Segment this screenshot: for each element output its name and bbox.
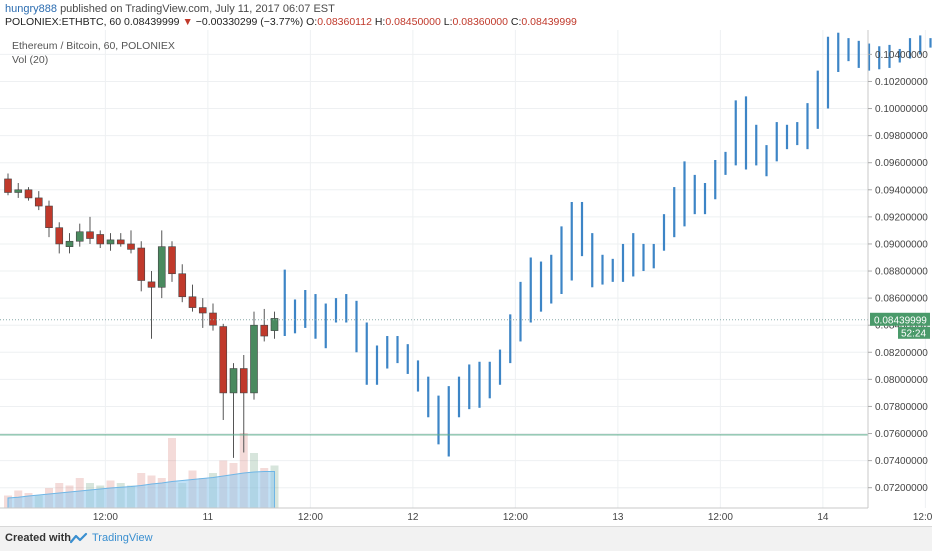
candle-body: [65, 240, 74, 247]
candle-body: [34, 197, 43, 207]
candle-body: [96, 234, 105, 245]
ohlc-info: POLONIEX:ETHBTC, 60 0.08439999 ▼ −0.0033…: [5, 16, 577, 28]
x-tick-label: 12:00: [298, 512, 323, 523]
candle-body: [147, 281, 156, 288]
author-link[interactable]: hungry888: [5, 3, 57, 15]
y-tick-label: 0.07600000: [875, 429, 928, 440]
published-text: published on TradingView.com, July 11, 2…: [60, 3, 335, 15]
footer: Created with TradingView: [0, 526, 932, 551]
x-tick-label: 13: [612, 512, 624, 523]
y-tick-label: 0.07800000: [875, 402, 928, 413]
price-change: −0.00330299 (−3.77%): [195, 16, 304, 28]
created-with-label: Created with: [5, 532, 72, 544]
y-tick-label: 0.08200000: [875, 348, 928, 359]
candle-body: [14, 189, 23, 193]
x-tick-label: 12: [407, 512, 419, 523]
y-tick-label: 0.10000000: [875, 104, 928, 115]
y-tick-label: 0.09200000: [875, 212, 928, 223]
current-price-label: 0.08439999: [874, 315, 927, 326]
candle-body: [219, 326, 228, 394]
candle-body: [116, 239, 125, 245]
volume-ma-area: [7, 471, 275, 509]
down-arrow-icon: ▼: [182, 16, 193, 28]
y-tick-label: 0.09800000: [875, 131, 928, 142]
candle-body: [178, 273, 187, 298]
tradingview-logo-icon[interactable]: [70, 532, 88, 544]
volume-legend: Vol (20): [12, 54, 49, 66]
candle-body: [239, 368, 248, 394]
symbol-label: POLONIEX:ETHBTC, 60: [5, 16, 122, 28]
candle-body: [127, 243, 135, 250]
high-label: H:: [374, 16, 386, 28]
candle-body: [75, 231, 84, 242]
candle-body: [188, 296, 197, 308]
y-tick-label: 0.08800000: [875, 267, 928, 278]
low-label: L:: [443, 16, 453, 28]
x-tick-label: 12:00: [913, 512, 932, 523]
countdown-label: 52:24: [901, 328, 926, 339]
low-value: 0.08360000: [452, 16, 508, 28]
close-label: C:: [510, 16, 522, 28]
chart-area[interactable]: 0.07200000 0.07400000 0.07600000 0.07800000…: [0, 30, 932, 526]
publish-info: hungry888 published on TradingView.com, …: [5, 3, 335, 15]
chart-title: Ethereum / Bitcoin, 60, POLONIEX: [12, 40, 175, 52]
x-tick-label: 11: [203, 512, 214, 523]
publish-header: hungry888 published on TradingView.com, …: [0, 0, 932, 30]
candle-body: [260, 324, 269, 337]
x-tick-label: 12:00: [708, 512, 733, 523]
y-tick-label: 0.07400000: [875, 456, 928, 467]
close-value: 0.08439999: [521, 16, 577, 28]
last-price: 0.08439999: [124, 16, 180, 28]
countdown-tag: [898, 326, 930, 339]
y-tick-label: 0.07200000: [875, 483, 928, 494]
x-tick-label: 12:00: [93, 512, 118, 523]
y-tick-label: 0.10400000: [875, 50, 928, 61]
candle-body: [4, 178, 12, 193]
y-tick-label: 0.08000000: [875, 375, 928, 386]
open-value: 0.08360112: [317, 16, 372, 28]
volume-bar: [168, 438, 176, 508]
candle-body: [106, 239, 115, 245]
open-label: O:: [306, 16, 318, 28]
tradingview-link[interactable]: TradingView: [92, 532, 153, 544]
candle-body: [137, 247, 146, 281]
y-tick-label: 0.08600000: [875, 294, 928, 305]
x-tick-label: 14: [817, 512, 829, 523]
candle-body: [229, 368, 238, 394]
high-value: 0.08450000: [385, 16, 441, 28]
price-chart[interactable]: 0.07200000 0.07400000 0.07600000 0.07800000…: [0, 30, 932, 526]
candle-body: [45, 205, 53, 228]
y-tick-label: 0.09400000: [875, 185, 928, 196]
y-tick-label: 0.09000000: [875, 239, 928, 250]
candle-body: [157, 246, 166, 288]
candle-body: [270, 318, 279, 331]
candle-body: [24, 189, 33, 199]
y-tick-label: 0.10200000: [875, 77, 928, 88]
volume-bar: [239, 433, 248, 508]
candle-body: [209, 312, 217, 326]
x-tick-label: 12:00: [503, 512, 528, 523]
y-tick-label: 0.08400000: [875, 321, 928, 332]
candle-body: [55, 227, 64, 245]
candle-body: [198, 307, 207, 314]
candle-body: [250, 324, 258, 394]
candle-body: [86, 231, 94, 239]
current-price-tag: [870, 312, 930, 326]
y-tick-label: 0.09600000: [875, 158, 928, 169]
candle-body: [168, 246, 176, 275]
